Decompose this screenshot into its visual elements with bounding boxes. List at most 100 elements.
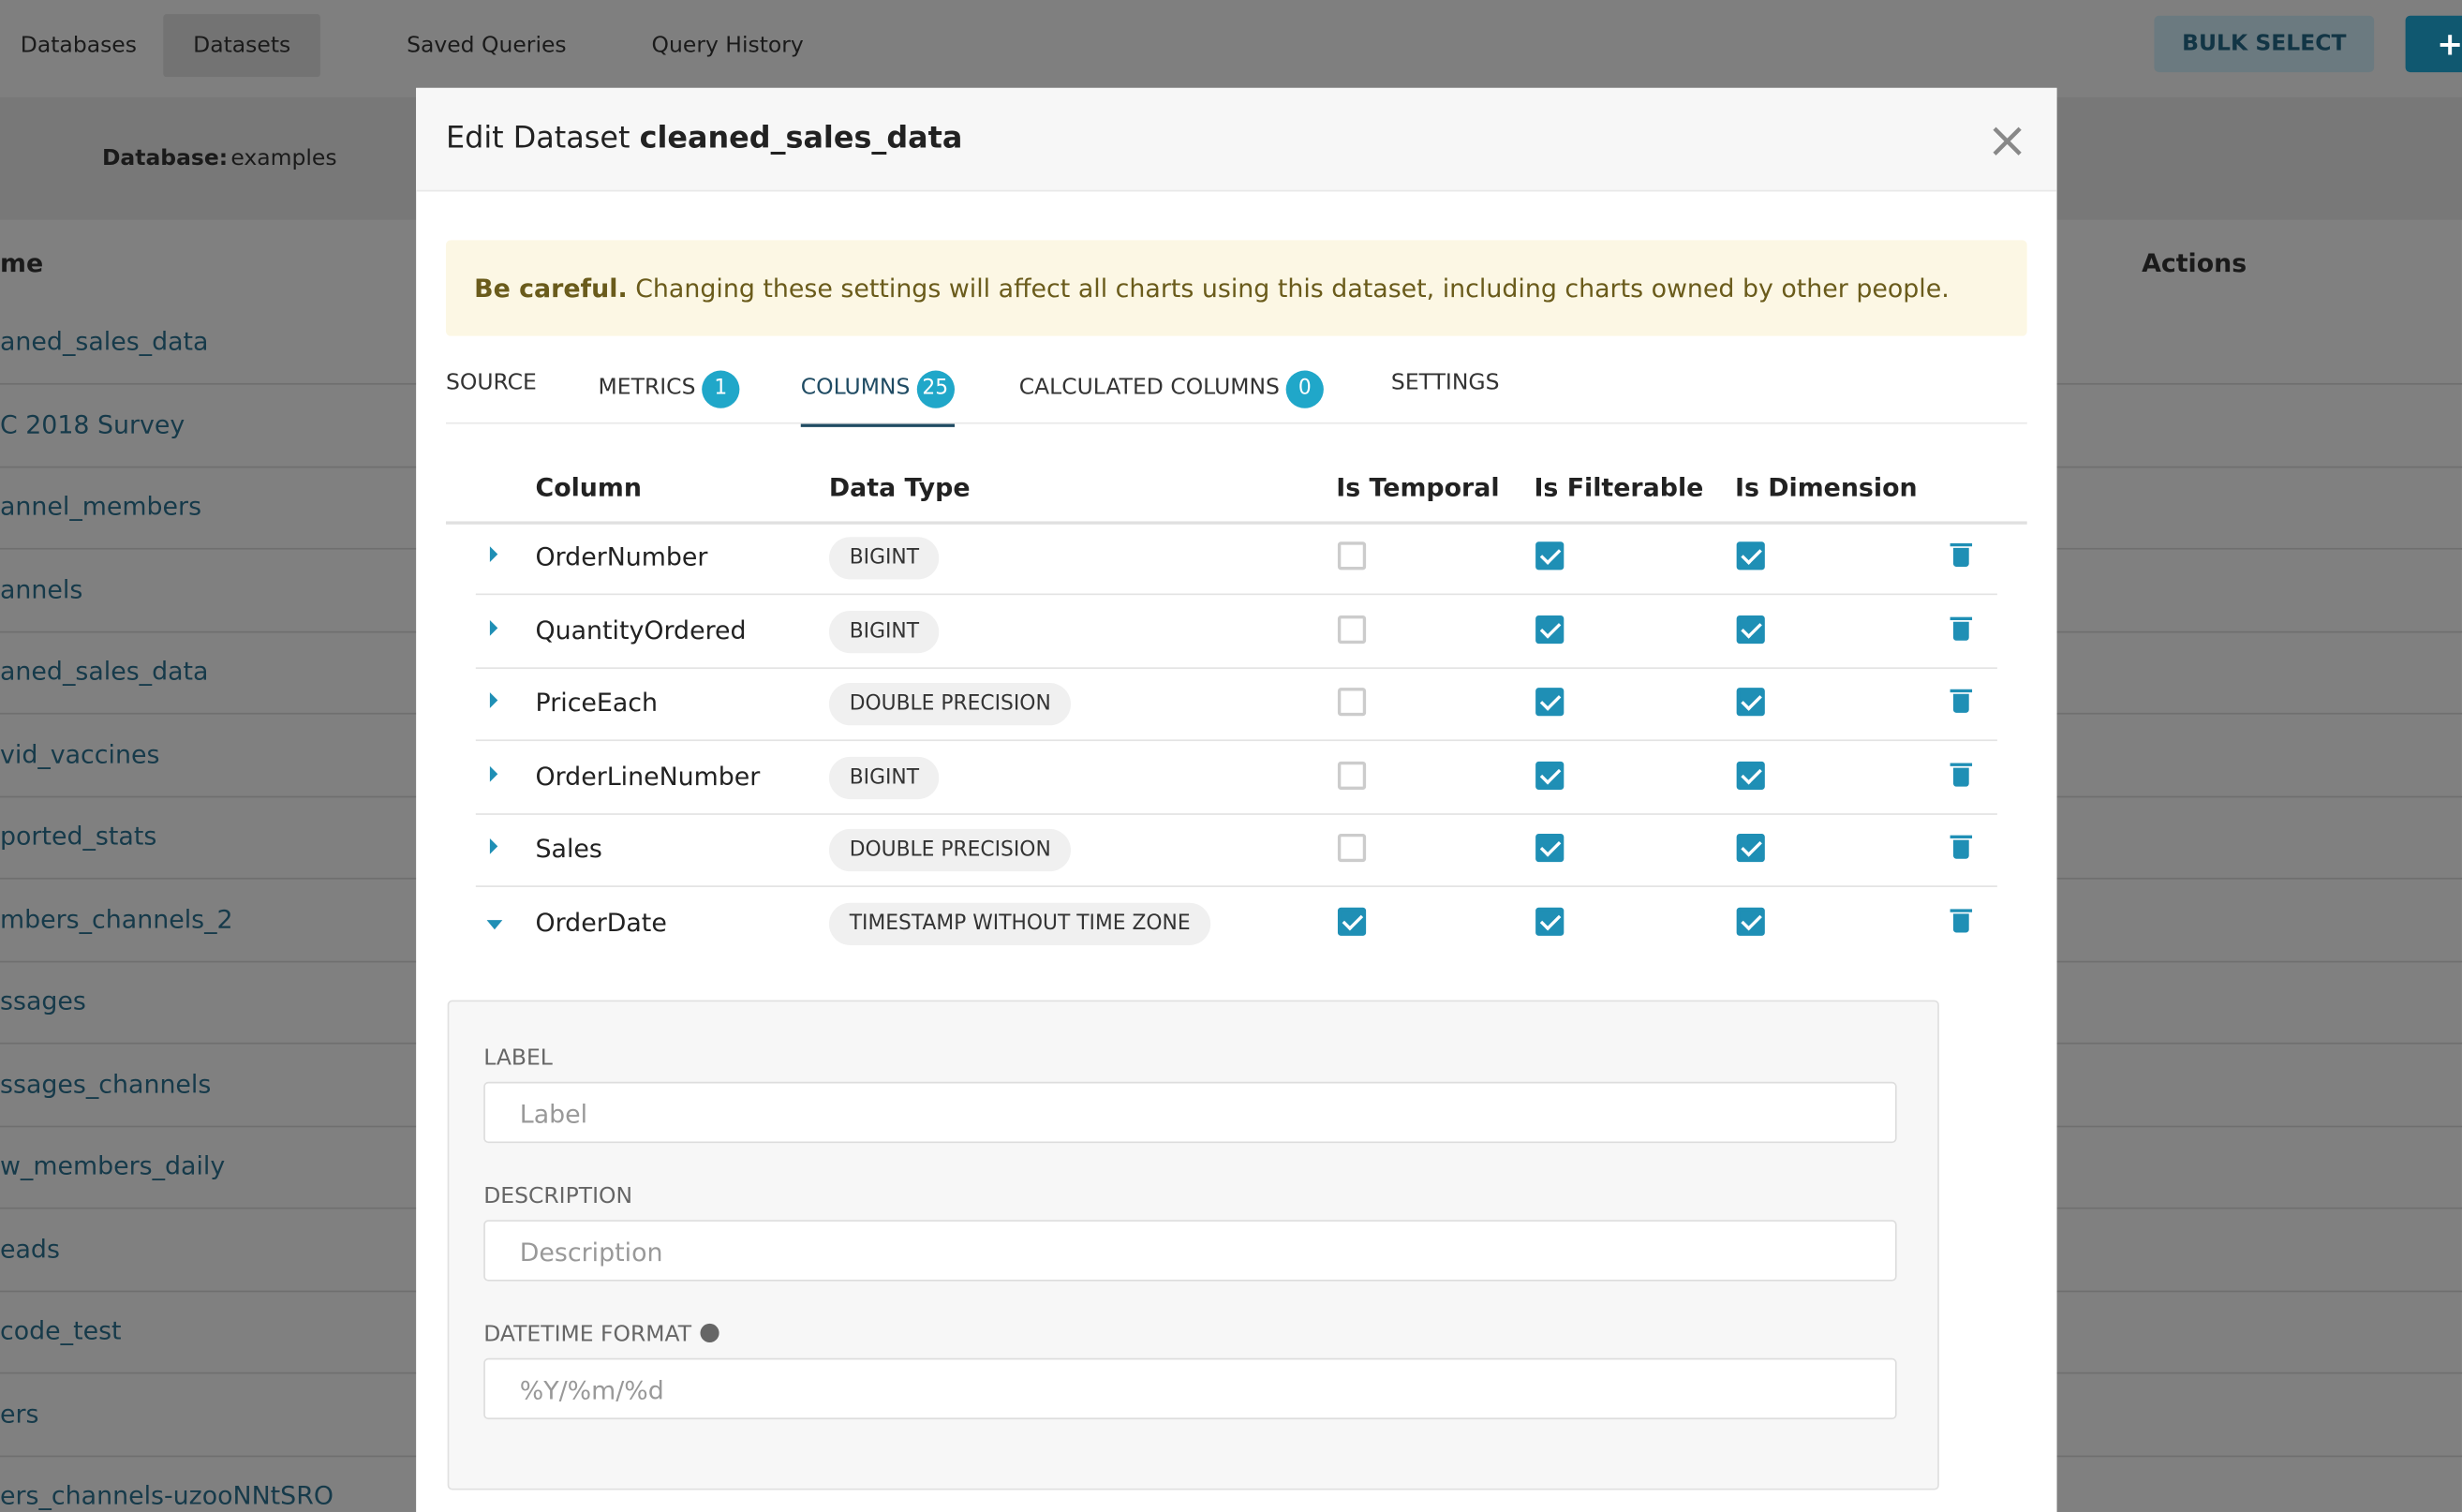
dataset-link[interactable]: mbers_channels_2 [0, 903, 233, 934]
column-name: OrderNumber [535, 541, 708, 572]
dataset-link[interactable]: code_test [0, 1315, 122, 1346]
bulk-select-button[interactable]: BULK SELECT [2154, 15, 2375, 73]
checkbox[interactable] [1535, 688, 1565, 717]
trash-lid [1950, 909, 1973, 912]
tab-label: SOURCE [445, 370, 537, 396]
expand-caret[interactable] [489, 838, 498, 855]
check-mark [1539, 836, 1562, 858]
nav-tab[interactable]: Datasets [163, 14, 321, 78]
modal-tab[interactable]: SOURCE [446, 371, 537, 396]
delete-button[interactable] [1950, 763, 1973, 787]
modal-tab[interactable]: METRICS 1 [598, 370, 740, 408]
delete-button[interactable] [1950, 689, 1973, 714]
row-separator [475, 593, 1997, 596]
tab-label: METRICS [598, 375, 696, 401]
checkbox[interactable] [1337, 688, 1367, 717]
delete-button[interactable] [1950, 542, 1973, 568]
checkbox[interactable] [1736, 615, 1765, 644]
checkbox[interactable] [1736, 834, 1765, 863]
checkbox[interactable] [1736, 541, 1765, 571]
delete-button[interactable] [1950, 909, 1973, 933]
column-header: Column [535, 472, 642, 503]
checkbox[interactable] [1535, 834, 1565, 863]
modal-tab[interactable]: COLUMNS 25 [800, 370, 955, 427]
column-name: OrderLineNumber [535, 761, 761, 792]
dataset-link[interactable]: C 2018 Survey [0, 408, 185, 439]
check-mark [1539, 616, 1562, 638]
dataset-link[interactable]: ported_stats [0, 821, 157, 852]
delete-button[interactable] [1950, 836, 1973, 860]
tab-label: COLUMNS [800, 375, 911, 401]
checkbox[interactable] [1535, 907, 1565, 936]
nav-tab[interactable]: Saved Queries [407, 33, 567, 59]
checkbox[interactable] [1736, 907, 1765, 936]
column-name: QuantityOrdered [535, 615, 747, 645]
dataset-link[interactable]: annel_members [0, 491, 202, 522]
header-divider [445, 521, 2027, 525]
dataset-link[interactable]: ssages_channels [0, 1068, 212, 1099]
title-name: cleaned_sales_data [639, 121, 963, 156]
dataset-link[interactable]: ers_channels-uzooNNtSRO [0, 1480, 334, 1511]
checkbox[interactable] [1535, 761, 1565, 790]
check-mark [1741, 543, 1762, 565]
dataset-link[interactable]: aned_sales_data [0, 656, 209, 687]
info-icon [701, 1323, 720, 1342]
column-name: Sales [535, 834, 602, 865]
text-input[interactable]: %Y/%m/%d [483, 1357, 1897, 1420]
filter-label: Database: [101, 145, 229, 171]
column-header: Is Filterable [1534, 472, 1704, 503]
checkbox[interactable] [1535, 541, 1565, 571]
dataset-link[interactable]: w_members_daily [0, 1150, 226, 1181]
filter-value[interactable]: examples [230, 145, 337, 171]
dataset-link[interactable]: ssages [0, 986, 86, 1016]
checkbox[interactable] [1337, 834, 1367, 863]
dataset-link[interactable]: eads [0, 1233, 60, 1264]
column-name: OrderDate [535, 907, 667, 938]
nav-tab[interactable]: Databases [20, 33, 137, 59]
field-label: DATETIME FORMAT [483, 1322, 720, 1347]
trash-lid [1950, 836, 1973, 839]
add-button[interactable]: + [2405, 15, 2462, 73]
data-type: BIGINT [828, 756, 940, 799]
check-mark [1539, 543, 1562, 565]
checkbox[interactable] [1337, 541, 1367, 571]
text-input[interactable]: Description [483, 1220, 1897, 1282]
nav-tab[interactable]: Query History [651, 33, 804, 59]
expand-caret[interactable] [489, 765, 498, 782]
text-input[interactable]: Label [483, 1081, 1897, 1144]
data-type: BIGINT [828, 610, 940, 653]
list-header[interactable]: me [0, 247, 44, 278]
warning-strong: Be careful. [474, 273, 628, 304]
trash-lid [1950, 615, 1973, 620]
checkbox[interactable] [1736, 761, 1765, 790]
edit-dataset-modal: Edit Dataset cleaned_sales_data × Be car… [416, 87, 2057, 1512]
modal-tab[interactable]: SETTINGS [1391, 371, 1500, 396]
check-mark [1741, 909, 1762, 931]
expand-caret[interactable] [489, 546, 498, 563]
field-label-text: DESCRIPTION [483, 1183, 633, 1209]
dataset-link[interactable]: aned_sales_data [0, 326, 209, 357]
row-separator [475, 666, 1997, 669]
check-mark [1539, 909, 1562, 931]
tab-label: CALCULATED COLUMNS [1018, 375, 1280, 401]
checkbox[interactable] [1535, 615, 1565, 644]
delete-button[interactable] [1950, 615, 1973, 641]
expand-caret[interactable] [489, 692, 498, 709]
close-button[interactable]: × [1986, 110, 2029, 170]
dataset-link[interactable]: ers [0, 1398, 39, 1429]
check-mark [1741, 763, 1762, 785]
checkbox[interactable] [1736, 688, 1765, 717]
title-prefix: Edit Dataset [445, 121, 630, 156]
dataset-link[interactable]: vid_vaccines [0, 738, 160, 769]
expand-caret[interactable] [486, 920, 503, 930]
checkbox[interactable] [1337, 615, 1367, 644]
check-mark [1741, 836, 1762, 858]
expand-caret[interactable] [489, 619, 498, 636]
check-mark [1539, 689, 1562, 712]
top-nav: Databases Datasets Saved Queries Query Hist… [0, 0, 2462, 97]
checkbox[interactable] [1337, 907, 1367, 936]
checkbox[interactable] [1337, 761, 1367, 790]
dataset-link[interactable]: annels [0, 573, 83, 604]
modal-tab[interactable]: CALCULATED COLUMNS 0 [1018, 370, 1324, 408]
